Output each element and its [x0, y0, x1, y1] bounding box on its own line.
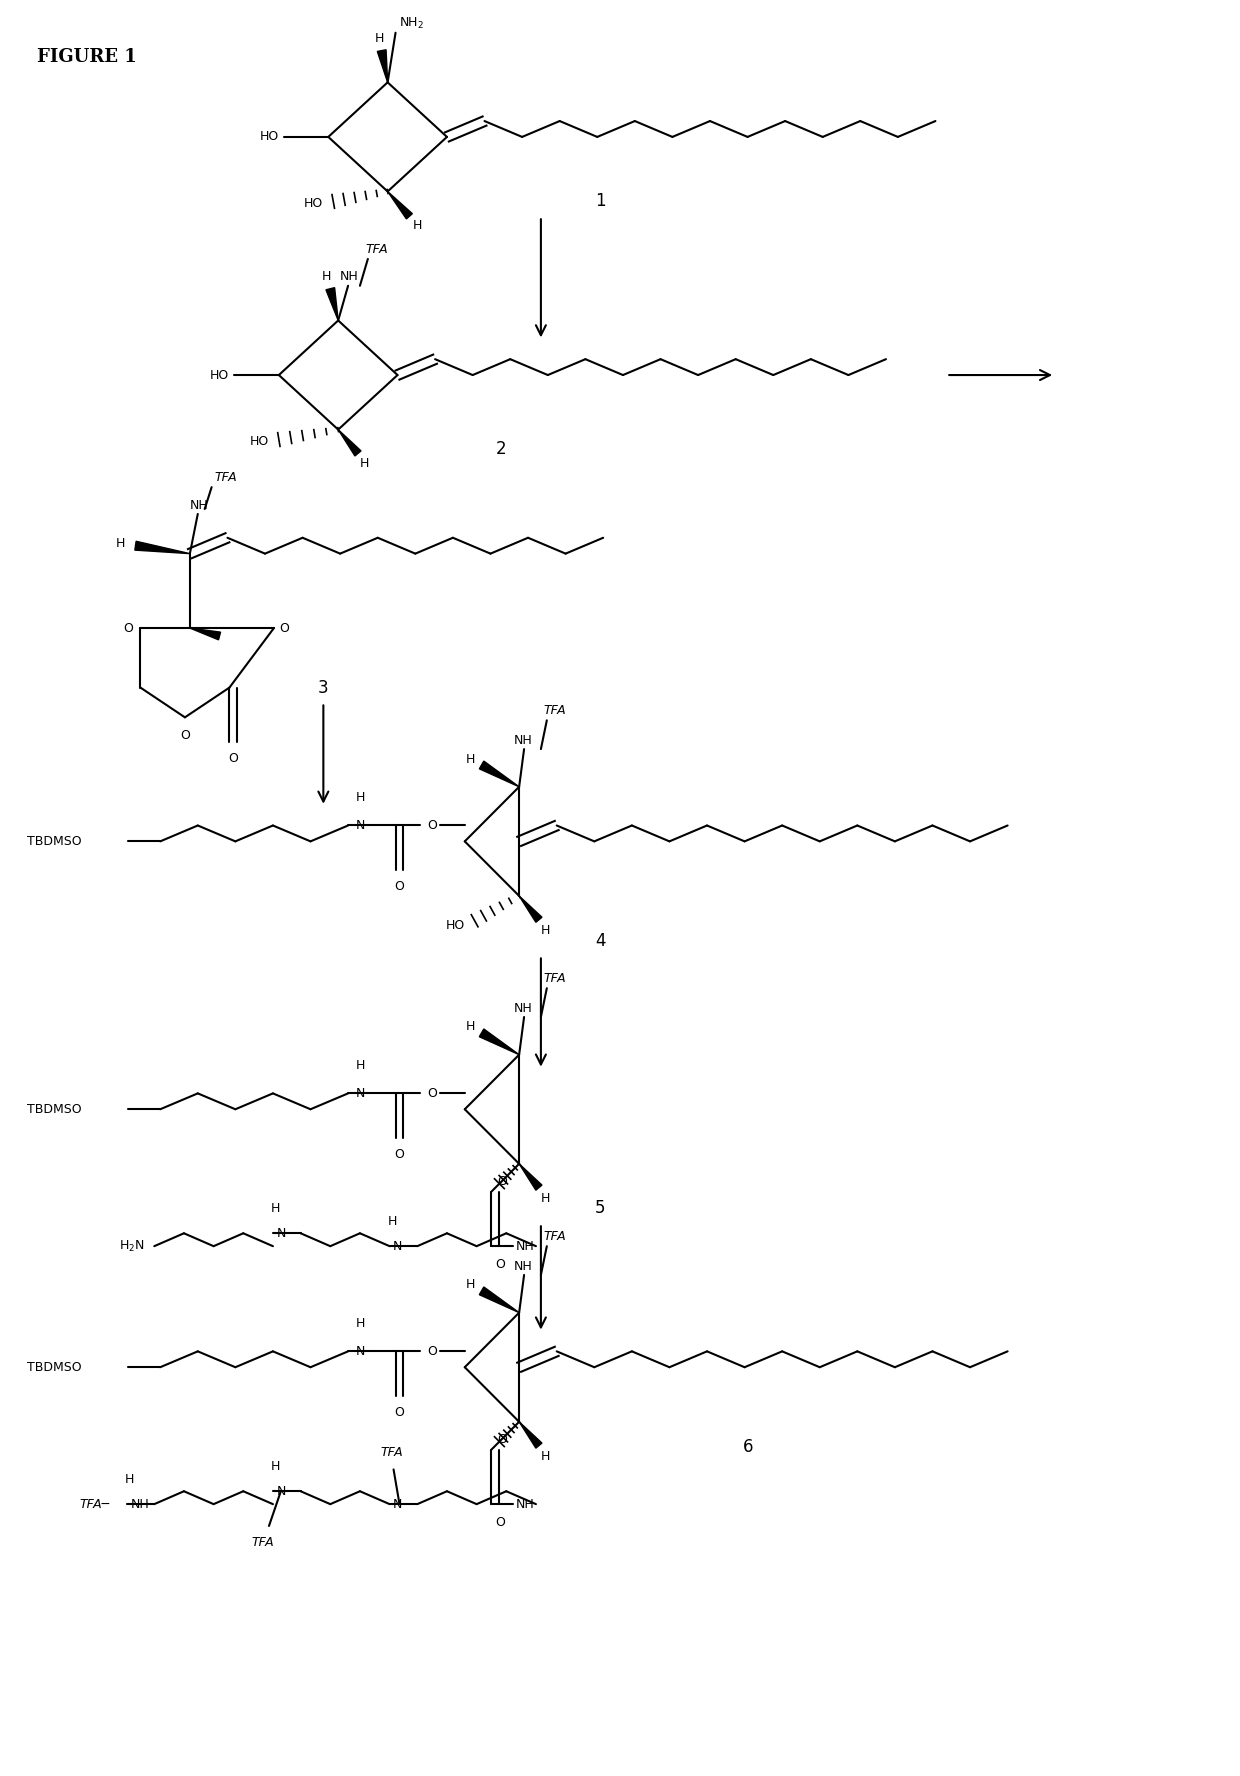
Text: O: O: [497, 1176, 507, 1188]
Text: TFA: TFA: [544, 971, 567, 986]
Text: NH: NH: [515, 1002, 533, 1016]
Text: N: N: [355, 1087, 365, 1099]
Polygon shape: [520, 1163, 542, 1190]
Text: H: H: [465, 753, 475, 765]
Text: 3: 3: [317, 678, 329, 696]
Text: TFA: TFA: [381, 1446, 403, 1460]
Text: TBDMSO: TBDMSO: [27, 1360, 82, 1373]
Text: O: O: [496, 1517, 505, 1529]
Text: H: H: [541, 924, 551, 936]
Text: H: H: [321, 270, 331, 282]
Text: H$_2$N: H$_2$N: [119, 1238, 144, 1254]
Polygon shape: [326, 288, 339, 320]
Polygon shape: [480, 1028, 520, 1055]
Text: O: O: [428, 1344, 436, 1359]
Text: HO: HO: [210, 369, 229, 382]
Text: H: H: [355, 1316, 365, 1330]
Text: O: O: [428, 819, 436, 831]
Polygon shape: [190, 629, 221, 639]
Text: NH$_2$: NH$_2$: [399, 16, 424, 30]
Text: O: O: [496, 1257, 505, 1272]
Text: 4: 4: [595, 932, 605, 950]
Text: H: H: [388, 1215, 397, 1229]
Text: TFA: TFA: [252, 1536, 274, 1549]
Text: O: O: [394, 1147, 404, 1162]
Text: O: O: [394, 881, 404, 893]
Text: 2: 2: [496, 440, 507, 458]
Text: H: H: [541, 1449, 551, 1463]
Text: H: H: [465, 1021, 475, 1034]
Text: 5: 5: [595, 1199, 605, 1218]
Text: FIGURE 1: FIGURE 1: [37, 48, 136, 66]
Text: TFA: TFA: [544, 705, 567, 718]
Text: NH: NH: [515, 1259, 533, 1273]
Text: H: H: [360, 458, 370, 471]
Text: H: H: [355, 790, 365, 805]
Text: HO: HO: [445, 920, 465, 932]
Text: NH: NH: [515, 733, 533, 748]
Polygon shape: [480, 1288, 520, 1312]
Polygon shape: [388, 192, 413, 218]
Text: 6: 6: [743, 1437, 754, 1456]
Text: NH: NH: [516, 1240, 534, 1252]
Text: O: O: [394, 1407, 404, 1419]
Text: O: O: [228, 751, 238, 765]
Text: H: H: [541, 1192, 551, 1204]
Text: H: H: [272, 1460, 280, 1474]
Text: TBDMSO: TBDMSO: [27, 1103, 82, 1115]
Text: O: O: [279, 622, 289, 634]
Polygon shape: [339, 430, 361, 456]
Polygon shape: [520, 895, 542, 922]
Text: O: O: [124, 622, 134, 634]
Text: N: N: [393, 1240, 403, 1252]
Text: H: H: [272, 1202, 280, 1215]
Polygon shape: [377, 50, 388, 82]
Polygon shape: [480, 762, 520, 787]
Text: H: H: [355, 1058, 365, 1071]
Text: N: N: [393, 1497, 403, 1511]
Polygon shape: [135, 542, 190, 554]
Text: NH: NH: [130, 1497, 149, 1511]
Text: NH: NH: [516, 1497, 534, 1511]
Text: O: O: [497, 1433, 507, 1446]
Text: NH: NH: [190, 499, 208, 511]
Text: N: N: [355, 1344, 365, 1359]
Text: HO: HO: [249, 435, 269, 448]
Text: 1: 1: [595, 192, 605, 210]
Text: H: H: [125, 1474, 134, 1487]
Text: NH: NH: [340, 270, 358, 282]
Text: TFA: TFA: [544, 1231, 567, 1243]
Text: H: H: [413, 218, 422, 233]
Text: TFA─: TFA─: [79, 1497, 110, 1511]
Polygon shape: [520, 1423, 542, 1447]
Text: O: O: [428, 1087, 436, 1099]
Text: H: H: [465, 1279, 475, 1291]
Text: TFA: TFA: [366, 243, 388, 256]
Text: N: N: [277, 1485, 285, 1497]
Text: TBDMSO: TBDMSO: [27, 835, 82, 847]
Text: H: H: [117, 536, 125, 551]
Text: HO: HO: [304, 197, 324, 210]
Text: HO: HO: [259, 130, 279, 144]
Text: O: O: [180, 730, 190, 742]
Text: TFA: TFA: [215, 471, 237, 485]
Text: N: N: [277, 1227, 285, 1240]
Text: H: H: [374, 32, 384, 44]
Text: N: N: [355, 819, 365, 831]
